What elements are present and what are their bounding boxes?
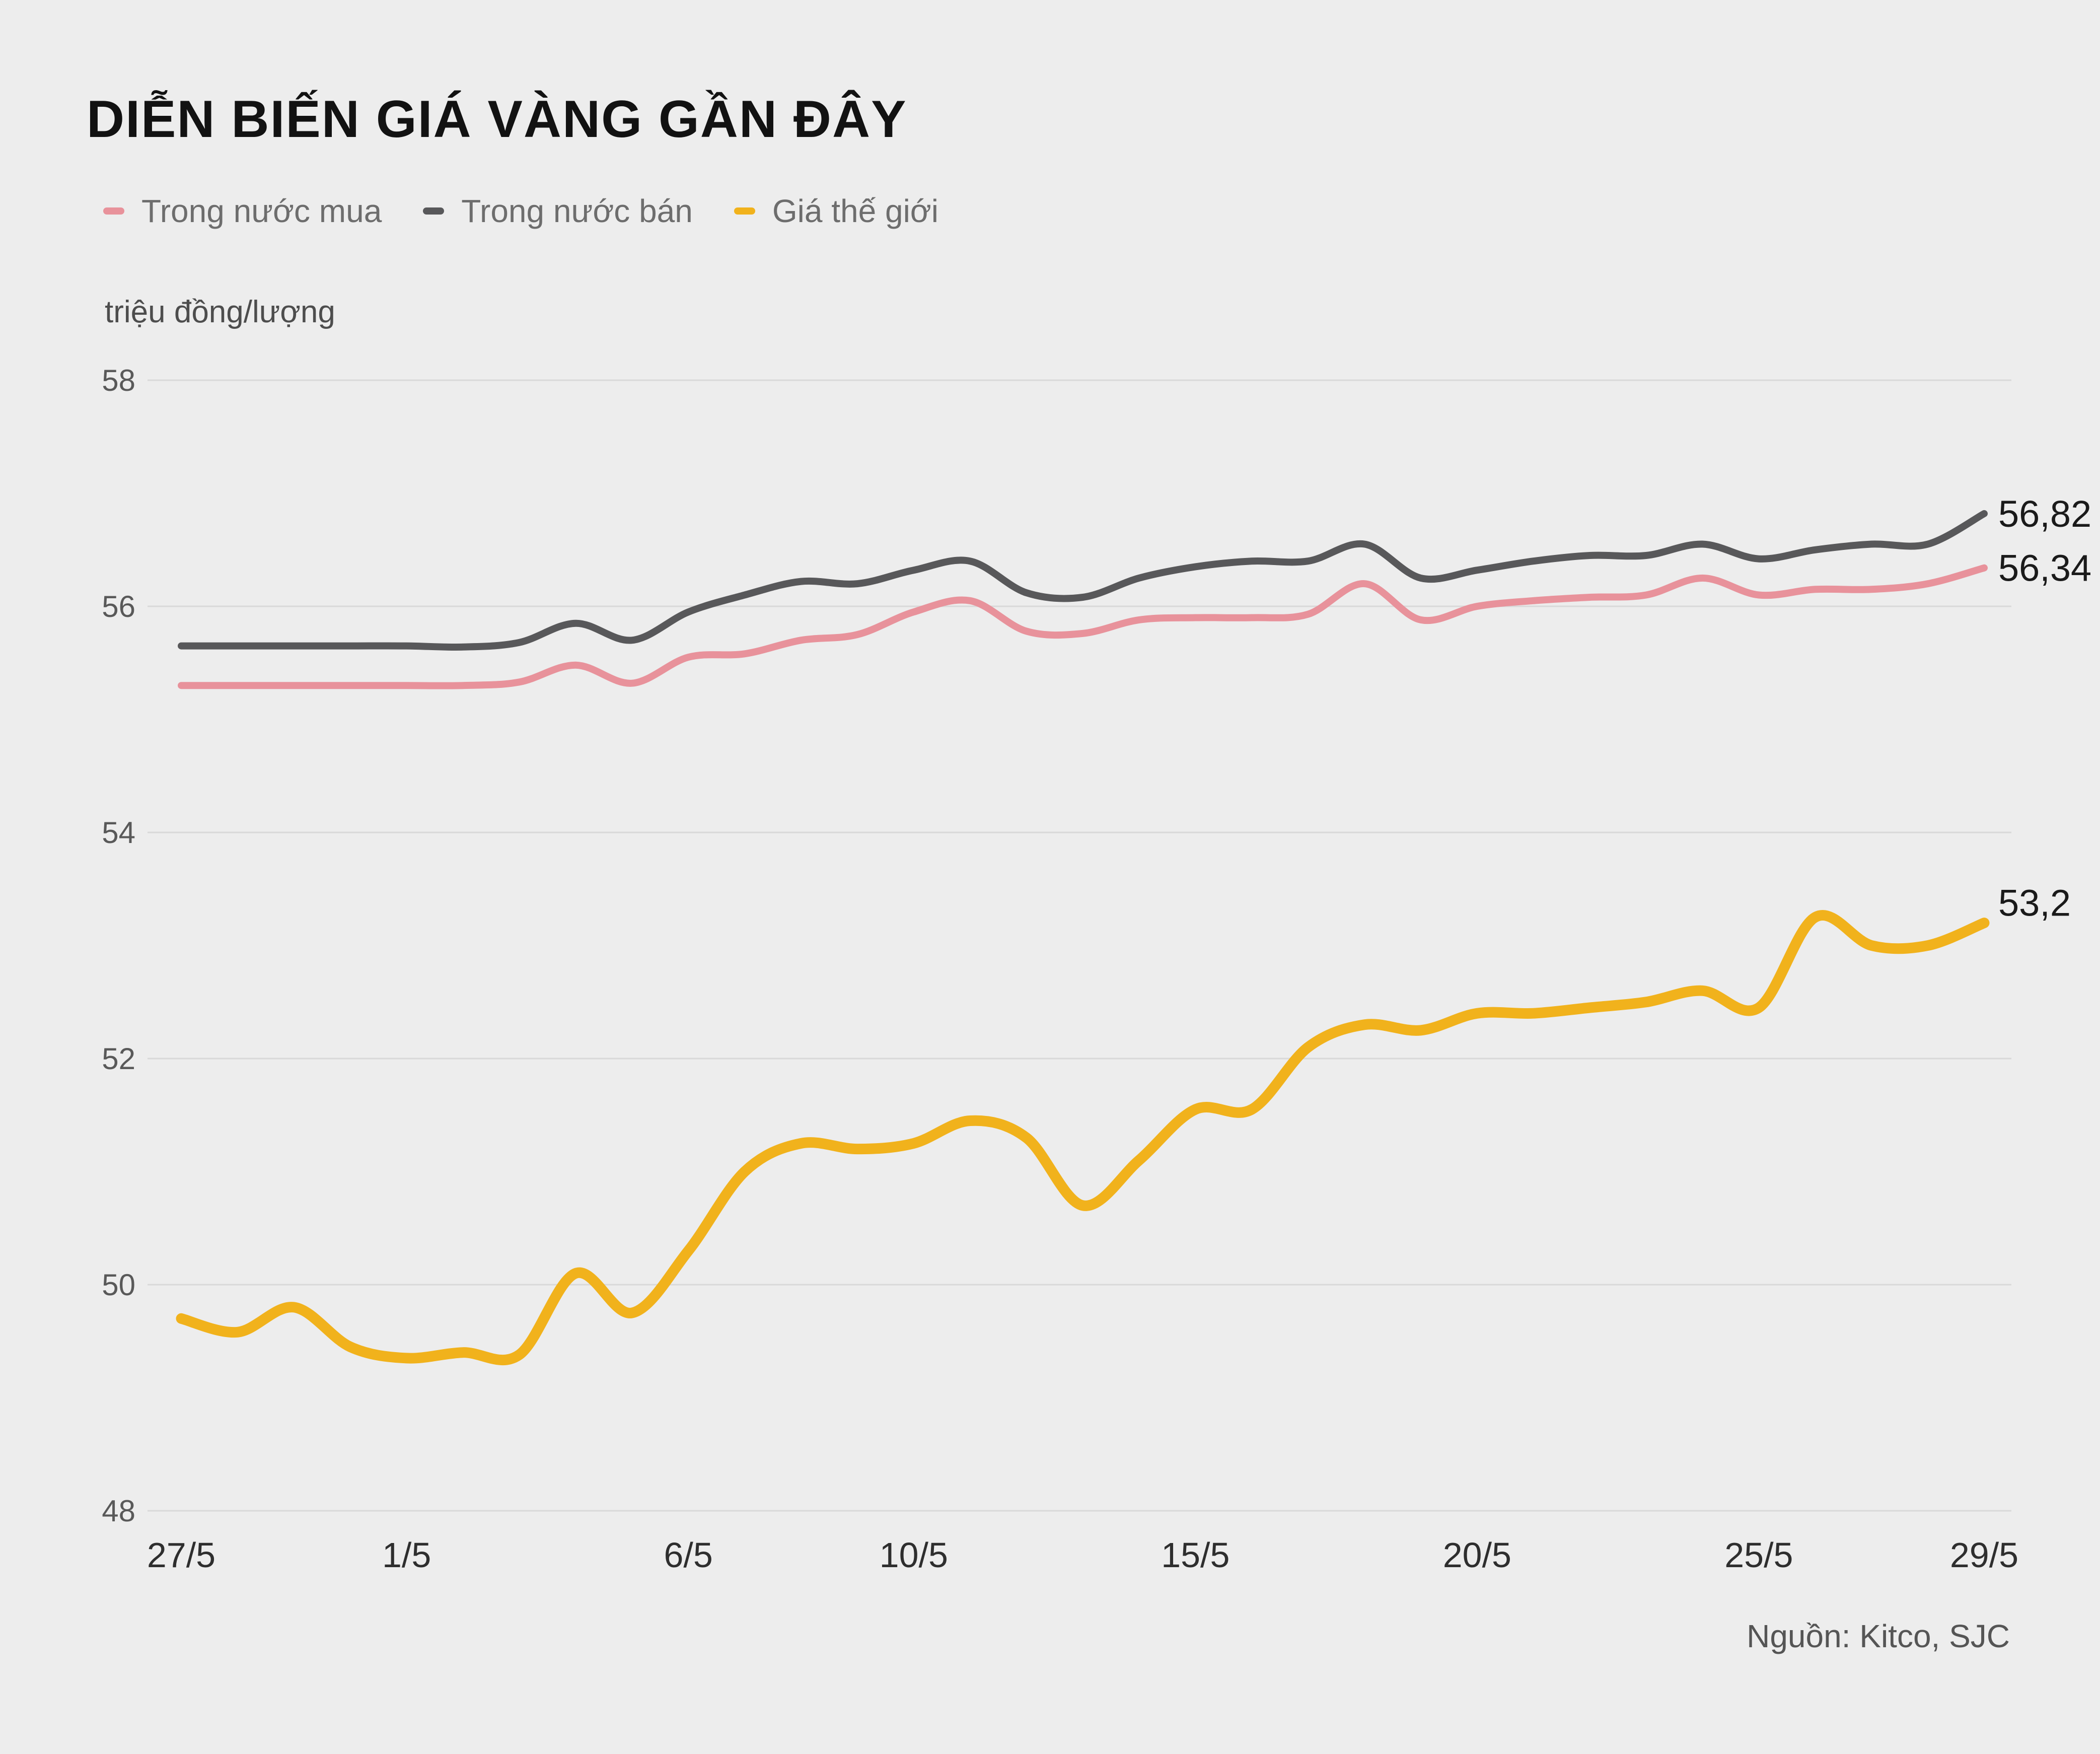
x-tick-label-10-5: 10/5	[880, 1535, 948, 1575]
x-tick-label-29-5: 29/5	[1950, 1535, 2018, 1575]
series-end-label-1: 56,82	[1998, 493, 2091, 535]
x-tick-label-20-5: 20/5	[1443, 1535, 1511, 1575]
legend-swatch-gia-the-gioi	[734, 207, 755, 215]
y-tick-label-58: 58	[102, 364, 135, 397]
legend-item-trong-nuoc-ban: Trong nước bán	[423, 192, 693, 230]
y-tick-label-54: 54	[102, 816, 135, 850]
chart-title: DIỄN BIẾN GIÁ VÀNG GẦN ĐÂY	[87, 90, 907, 149]
series-line-2	[176, 910, 1990, 1365]
series-line-0	[178, 564, 1988, 689]
y-tick-label-52: 52	[102, 1042, 135, 1076]
source-attribution: Nguồn: Kitco, SJC	[1747, 1618, 2010, 1654]
x-tick-label-25-5: 25/5	[1724, 1535, 1793, 1575]
series-end-label-2: 53,2	[1998, 882, 2071, 924]
legend-label-trong-nuoc-ban: Trong nước bán	[461, 193, 693, 229]
x-tick-label-15-5: 15/5	[1161, 1535, 1229, 1575]
y-tick-label-48: 48	[102, 1494, 135, 1528]
y-tick-label-56: 56	[102, 590, 135, 623]
legend-item-trong-nuoc-mua: Trong nước mua	[103, 192, 382, 230]
legend-label-trong-nuoc-mua: Trong nước mua	[141, 193, 382, 229]
x-tick-label-27-5: 27/5	[147, 1535, 215, 1575]
series-end-label-0: 56,34	[1998, 547, 2091, 589]
legend: Trong nước mua Trong nước bán Giá thế gi…	[103, 192, 938, 230]
y-axis-unit-label: triệu đồng/lượng	[105, 295, 335, 329]
y-tick-label-50: 50	[102, 1268, 135, 1302]
series-line-1	[178, 510, 1988, 651]
x-tick-label-6-5: 6/5	[664, 1535, 713, 1575]
legend-label-gia-the-gioi: Giá thế giới	[772, 193, 938, 229]
legend-swatch-trong-nuoc-ban	[423, 207, 445, 215]
legend-swatch-trong-nuoc-mua	[103, 207, 124, 215]
x-tick-label-1-5: 1/5	[382, 1535, 431, 1575]
legend-item-gia-the-gioi: Giá thế giới	[734, 192, 938, 230]
